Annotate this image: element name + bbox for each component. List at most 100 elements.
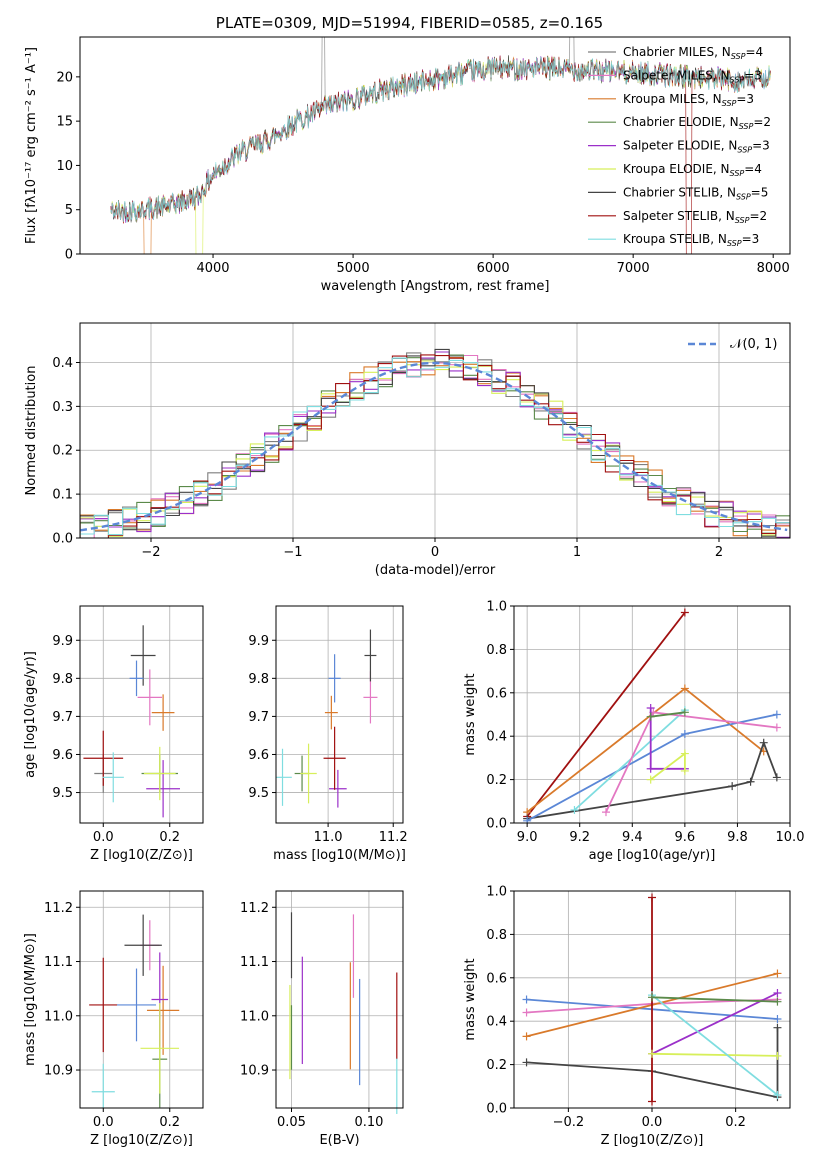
x-tick-label: 0 bbox=[431, 545, 439, 560]
y-axis-label: age [log10(age/yr)] bbox=[23, 651, 38, 778]
weight-series bbox=[650, 711, 686, 718]
x-tick-label: 9.0 bbox=[517, 830, 538, 845]
y-tick-label: 9.7 bbox=[248, 710, 269, 725]
points bbox=[89, 914, 180, 1108]
age_vs_Z-panel: 0.0 0.2 9.5 9.6 9.7 9.8 9.9 Z [log10(Z/Z⊙)] age … bbox=[23, 605, 204, 863]
y-tick-label: 20 bbox=[56, 70, 73, 85]
weight-marker bbox=[522, 1008, 531, 1017]
x-tick-label: 8000 bbox=[757, 261, 790, 276]
points bbox=[83, 625, 180, 818]
weight-marker bbox=[680, 708, 689, 717]
weight-marker bbox=[773, 1023, 782, 1032]
x-axis-label: (data-model)/error bbox=[375, 563, 496, 578]
x-tick-label: 0.2 bbox=[725, 1115, 746, 1130]
histogram-series bbox=[80, 357, 790, 536]
y-tick-label: 1.0 bbox=[486, 885, 507, 900]
weight-series bbox=[526, 740, 778, 820]
axes-frame bbox=[79, 605, 204, 824]
weight-series bbox=[651, 996, 778, 1003]
spectrum-panel: 4000 5000 6000 7000 8000 0 5 10 15 20 wavelength [… bbox=[24, 36, 791, 294]
legend-entry: Kroupa STELIB, NSSP=3 bbox=[623, 232, 759, 248]
weight-marker bbox=[523, 816, 532, 823]
x-tick-label: 6000 bbox=[477, 261, 510, 276]
y-axis-label: mass [log10(M/M⊙)] bbox=[23, 933, 38, 1066]
weight-marker bbox=[773, 1051, 782, 1060]
y-tick-label: 15 bbox=[56, 115, 73, 130]
y-tick-label: 11.2 bbox=[44, 901, 73, 916]
y-tick-label: 0.0 bbox=[486, 1102, 507, 1117]
y-tick-label: 9.9 bbox=[248, 634, 269, 649]
x-tick-label: 11.2 bbox=[379, 830, 408, 845]
weight-marker bbox=[602, 808, 610, 817]
mass_vs_Z-panel: 0.0 0.2 10.9 11.0 11.1 11.2 Z [log10(Z/Z⊙)] mas… bbox=[23, 890, 204, 1148]
axes-frame bbox=[513, 605, 791, 824]
weight-marker bbox=[648, 1097, 656, 1106]
weight-series bbox=[651, 992, 778, 1055]
y-tick-label: 9.8 bbox=[52, 672, 73, 687]
x-tick-label: 10.0 bbox=[776, 830, 805, 845]
x-axis-label: Z [log10(Z/Z⊙)] bbox=[90, 1133, 193, 1148]
legend-entry: Kroupa MILES, NSSP=3 bbox=[623, 92, 754, 108]
legend-entry: Salpeter STELIB, NSSP=2 bbox=[623, 209, 767, 225]
weight-marker bbox=[646, 775, 655, 784]
weight-series bbox=[605, 711, 778, 813]
weight-series bbox=[651, 994, 779, 1096]
weight-series bbox=[649, 708, 685, 770]
legend-entry: Kroupa ELODIE, NSSP=4 bbox=[623, 162, 762, 178]
x-tick-label: −1 bbox=[283, 545, 302, 560]
y-tick-label: 9.9 bbox=[52, 634, 73, 649]
normal-curve bbox=[80, 361, 788, 532]
axes-frame bbox=[79, 36, 791, 255]
x-tick-label: −0.2 bbox=[553, 1115, 585, 1130]
x-tick-label: 0.0 bbox=[93, 1115, 114, 1130]
y-tick-label: 0.6 bbox=[486, 971, 507, 986]
weight-marker bbox=[522, 995, 531, 1004]
weight-marker bbox=[646, 712, 655, 721]
x-tick-label: −2 bbox=[141, 545, 160, 560]
weight-marker bbox=[773, 988, 782, 997]
y-axis-label: mass weight bbox=[463, 673, 478, 755]
histograms bbox=[80, 348, 790, 538]
y-axis-label: Flux [fλ10⁻¹⁷ erg cm⁻² s⁻¹ A⁻¹] bbox=[24, 47, 39, 244]
weight_vs_age-panel: 9.0 9.2 9.4 9.6 9.8 10.0 0.0 0.2 0.4 0.6 0.8 1.0 age… bbox=[463, 600, 804, 864]
x-tick-label: 0.0 bbox=[642, 1115, 663, 1130]
weight-marker bbox=[648, 1049, 656, 1058]
x-tick-label: 0.2 bbox=[159, 830, 180, 845]
y-tick-label: 1.0 bbox=[486, 600, 507, 615]
y-tick-label: 11.1 bbox=[240, 955, 269, 970]
y-tick-label: 0.8 bbox=[486, 643, 507, 658]
weight-marker bbox=[728, 782, 737, 791]
x-tick-label: 0.10 bbox=[354, 1115, 383, 1130]
y-tick-label: 11.2 bbox=[240, 901, 269, 916]
y-tick-label: 0.1 bbox=[52, 488, 73, 503]
y-tick-label: 0.4 bbox=[52, 356, 73, 371]
axes-frame bbox=[275, 890, 404, 1109]
axes-frame bbox=[79, 890, 204, 1109]
weight-marker bbox=[680, 730, 689, 739]
weight-marker bbox=[680, 684, 689, 693]
weight-marker bbox=[646, 703, 655, 712]
axes-frame bbox=[275, 605, 404, 824]
y-tick-label: 5 bbox=[65, 203, 73, 218]
y-tick-label: 10.9 bbox=[240, 1064, 269, 1079]
y-tick-label: 0.8 bbox=[486, 928, 507, 943]
weight-marker bbox=[759, 738, 768, 747]
x-tick-label: 11.0 bbox=[314, 830, 343, 845]
spectrum-series bbox=[110, 56, 771, 223]
mass_vs_EBV-panel: 0.05 0.10 10.9 11.0 11.1 11.2 E(B-V) bbox=[240, 890, 404, 1148]
y-tick-label: 0.0 bbox=[52, 532, 73, 547]
weight-marker bbox=[680, 766, 689, 775]
weight-series bbox=[650, 751, 686, 781]
legend-entry: Salpeter MILES, NSSP=3 bbox=[623, 68, 762, 84]
weight-marker bbox=[772, 773, 781, 782]
x-axis-label: mass [log10(M/M⊙)] bbox=[273, 848, 406, 863]
y-tick-label: 11.1 bbox=[44, 955, 73, 970]
x-axis-label: E(B-V) bbox=[319, 1133, 359, 1148]
y-tick-label: 0.2 bbox=[52, 444, 73, 459]
legend-entry: 𝒩(0, 1) bbox=[730, 337, 777, 352]
y-tick-label: 9.7 bbox=[52, 710, 73, 725]
x-axis-label: Z [log10(Z/Z⊙)] bbox=[601, 1133, 704, 1148]
x-tick-label: 0.0 bbox=[93, 830, 114, 845]
weight-series bbox=[526, 687, 765, 813]
